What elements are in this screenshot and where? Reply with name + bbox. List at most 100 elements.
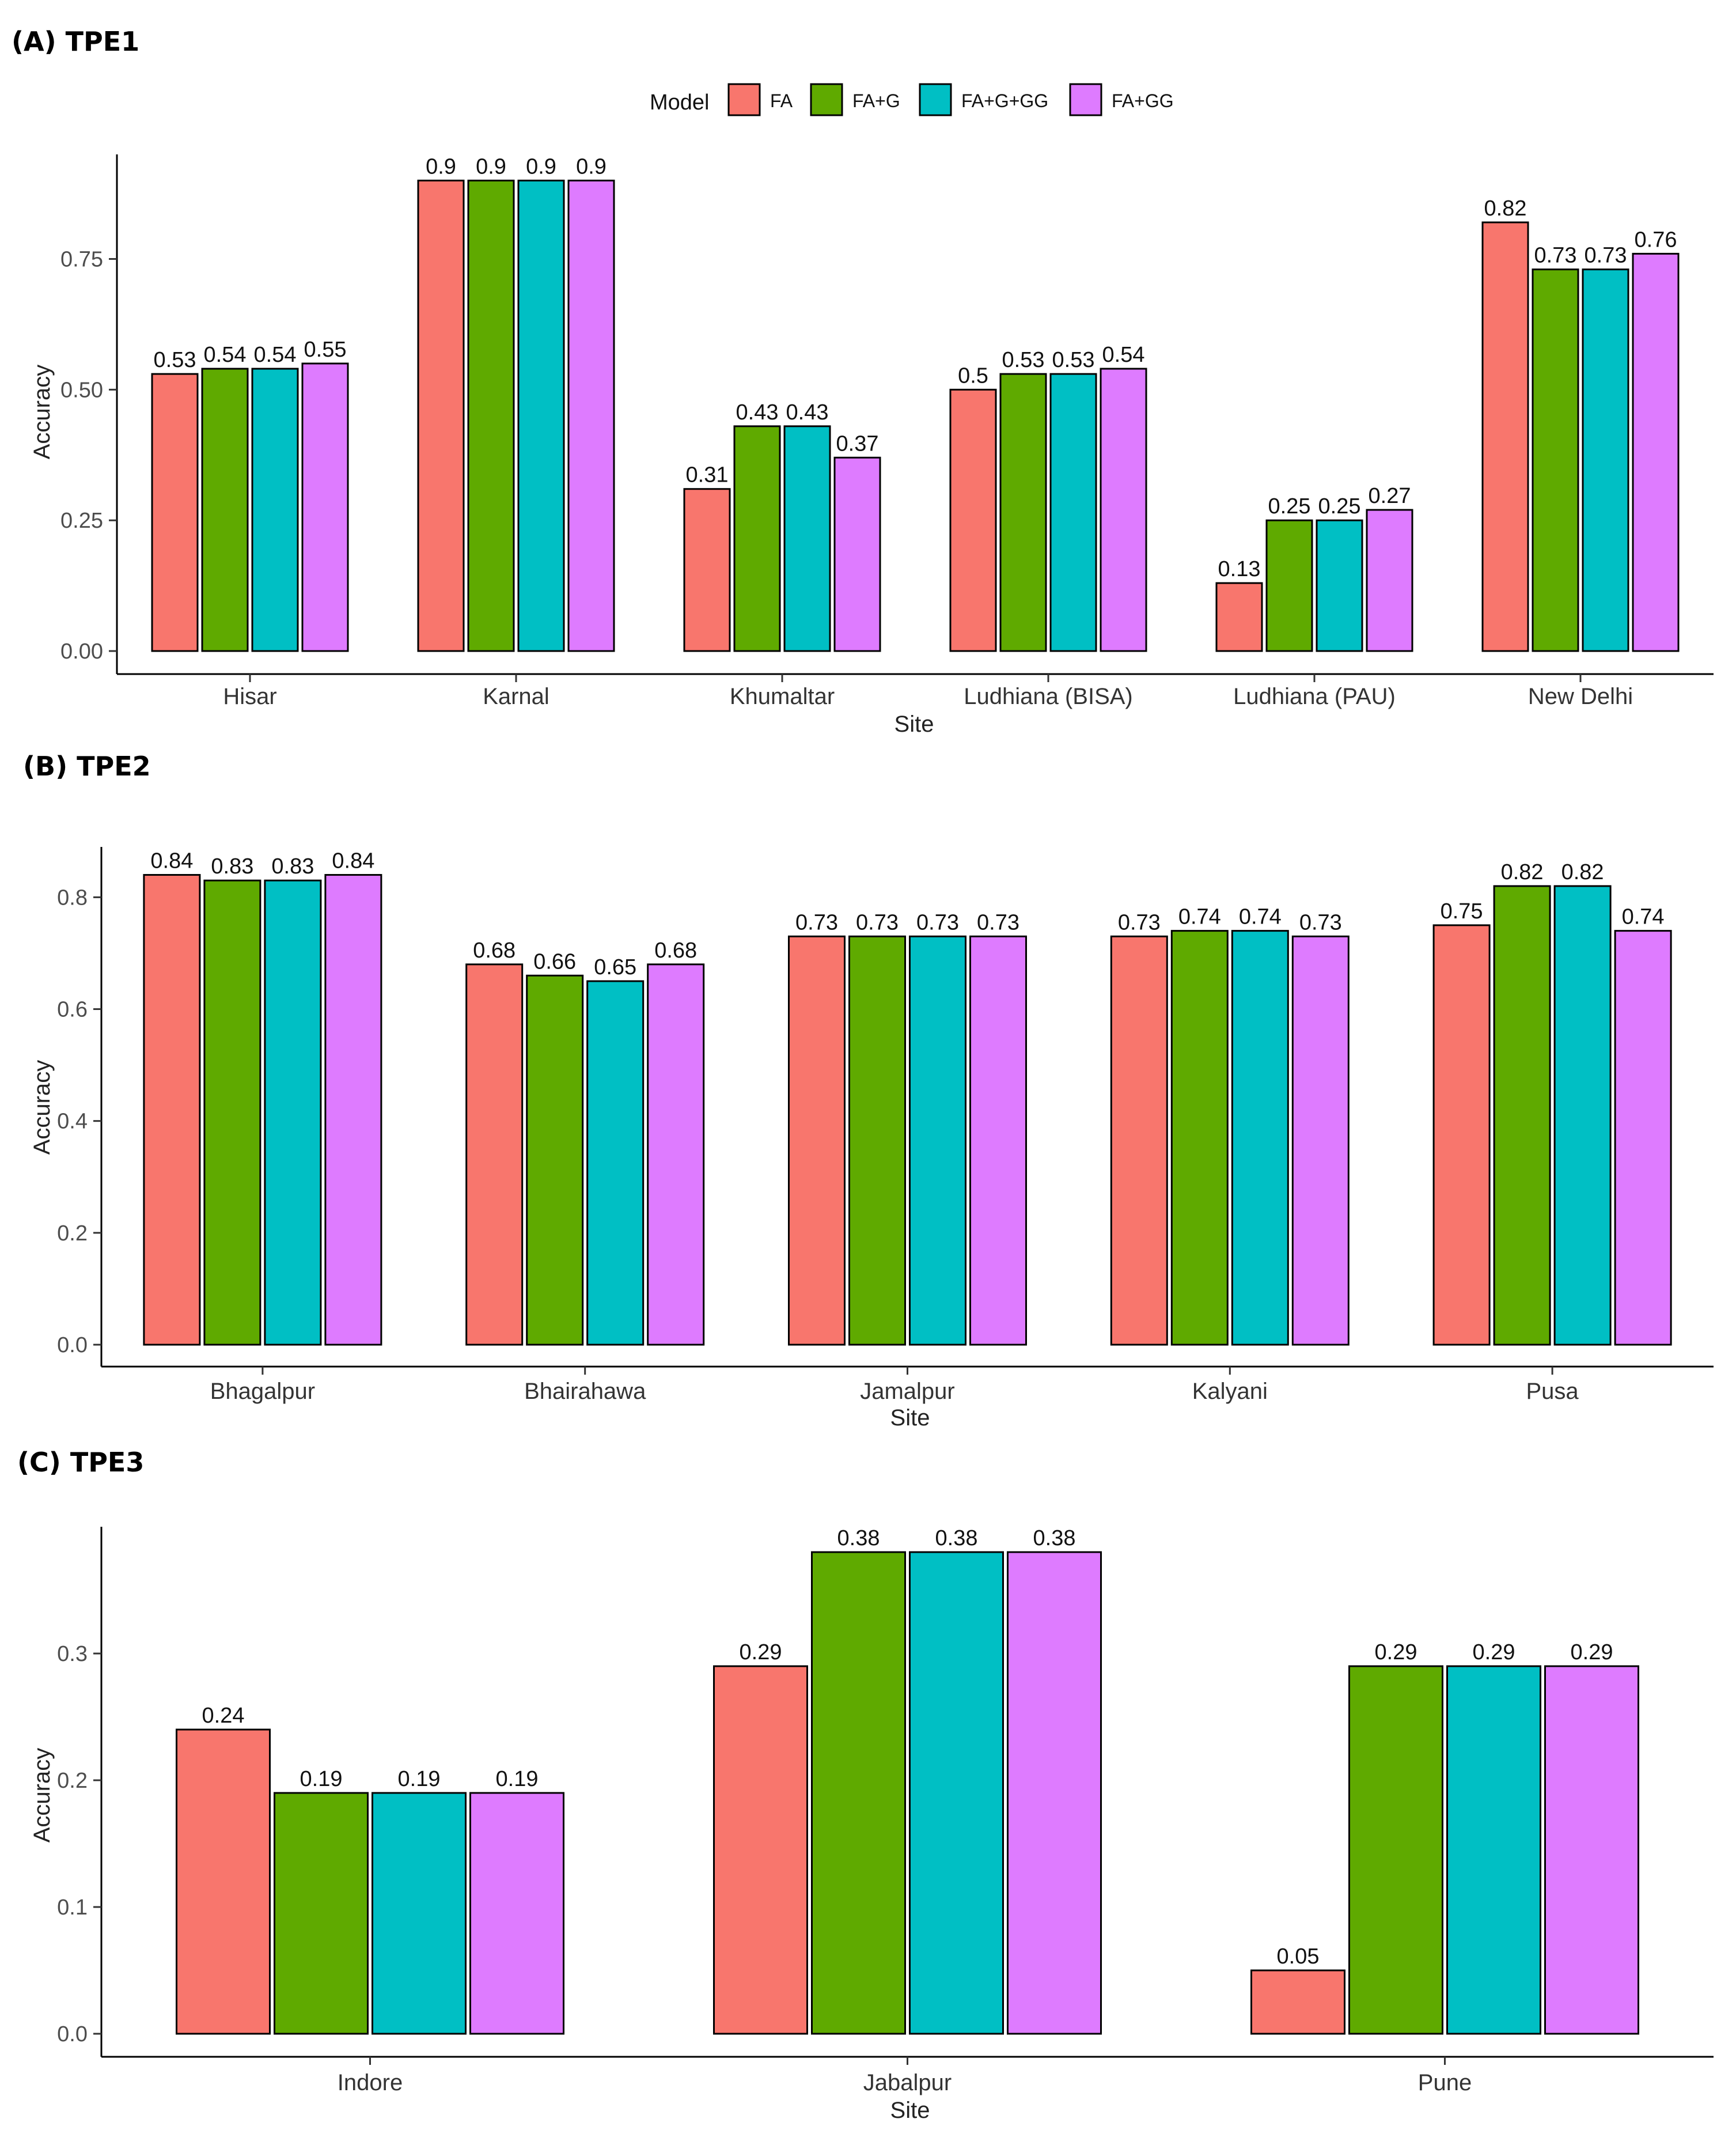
x-tick-label: Jabalpur xyxy=(863,2070,952,2095)
data-label: 0.9 xyxy=(526,154,556,179)
data-label: 0.19 xyxy=(300,1767,343,1791)
data-label: 0.74 xyxy=(1622,905,1665,929)
panel-b: (B) TPE2 0.0 0.2 0.4 0.6 0.8 Bhagalpur 0.84 0.8… xyxy=(23,751,1714,1431)
legend-swatch-fa-gg xyxy=(1069,83,1102,116)
data-label: 0.54 xyxy=(204,343,247,367)
panel-c-x-axis-title: Site xyxy=(890,2098,930,2123)
data-label: 0.53 xyxy=(1002,348,1045,372)
data-label: 0.53 xyxy=(1052,348,1095,372)
data-label: 0.29 xyxy=(1473,1640,1515,1664)
data-label: 0.38 xyxy=(1033,1526,1076,1550)
legend-swatch-fa-g-gg xyxy=(919,83,952,116)
legend-swatch-fa xyxy=(727,83,761,116)
x-tick-label: Karnal xyxy=(483,684,549,709)
legend-item-fa-gg: FA+GG xyxy=(1069,83,1174,116)
data-label: 0.84 xyxy=(150,849,193,873)
data-label: 0.82 xyxy=(1561,860,1604,884)
bar-fa-g-gg xyxy=(909,935,966,1346)
data-label: 0.53 xyxy=(154,348,196,372)
data-label: 0.68 xyxy=(473,939,516,963)
legend-label-fa: FA xyxy=(770,90,793,111)
legend: Model FA FA+G FA+G+GG FA+GG xyxy=(650,83,1174,116)
x-tick-label: New Delhi xyxy=(1528,684,1633,709)
data-label: 0.29 xyxy=(1375,1640,1417,1664)
y-tick-label: 0.00 xyxy=(60,640,103,664)
x-tick-label: Bhagalpur xyxy=(210,1379,315,1404)
data-label: 0.9 xyxy=(476,154,506,179)
bar-fa-g xyxy=(1348,1665,1443,2035)
bar-fa-g-gg xyxy=(1553,885,1612,1346)
data-label: 0.5 xyxy=(958,364,988,388)
data-label: 0.66 xyxy=(533,949,576,974)
bar-fa-gg xyxy=(469,1792,564,2035)
x-tick-label: Ludhiana (BISA) xyxy=(964,684,1133,709)
bar-fa-gg xyxy=(1007,1551,1102,2035)
panel-b-x-axis-title: Site xyxy=(890,1405,930,1431)
panel-a-y-axis-title: Accuracy xyxy=(29,365,55,460)
panel-a-x-axis-title: Site xyxy=(894,712,934,737)
bar-fa-g xyxy=(811,1551,906,2035)
data-label: 0.13 xyxy=(1218,557,1261,581)
bar-fa xyxy=(151,373,199,652)
bar-fa xyxy=(1250,1969,1345,2035)
bar-fa-gg xyxy=(1291,935,1350,1346)
panel-c-title: (C) TPE3 xyxy=(17,1447,144,1478)
y-tick-label: 0.0 xyxy=(57,2022,88,2046)
panel-c-plot: 0.0 0.1 0.2 0.3 Indore 0.24 0.19 0.19 0.19 Jabalp… xyxy=(57,1526,1714,2095)
data-label: 0.25 xyxy=(1318,494,1361,519)
bar-fa xyxy=(176,1728,271,2035)
data-label: 0.27 xyxy=(1369,484,1411,508)
legend-title: Model xyxy=(650,90,710,115)
bar-fa-gg xyxy=(1366,509,1413,652)
bar-fa xyxy=(143,874,201,1346)
data-label: 0.74 xyxy=(1178,905,1221,929)
y-tick-label: 0.0 xyxy=(57,1333,88,1357)
data-label: 0.55 xyxy=(304,338,347,362)
bar-fa-g-gg xyxy=(264,879,322,1346)
y-tick-label: 0.3 xyxy=(57,1642,88,1666)
bar-fa xyxy=(1110,935,1168,1346)
panel-c-y-axis-title: Accuracy xyxy=(29,1748,55,1843)
data-label: 0.38 xyxy=(935,1526,978,1550)
panel-b-y-axis-title: Accuracy xyxy=(29,1060,55,1155)
legend-item-fa-g: FA+G xyxy=(810,83,900,116)
bar-fa-g-gg xyxy=(1231,930,1289,1346)
data-label: 0.19 xyxy=(496,1767,539,1791)
bar-fa xyxy=(1432,924,1491,1346)
bar-fa-g xyxy=(203,879,261,1346)
data-label: 0.75 xyxy=(1441,899,1483,924)
bar-fa-gg xyxy=(301,362,349,652)
legend-label-fa-g: FA+G xyxy=(852,90,900,111)
data-label: 0.54 xyxy=(254,343,297,367)
data-label: 0.73 xyxy=(977,910,1019,934)
bar-fa-g xyxy=(526,974,584,1346)
bar-fa-gg xyxy=(969,935,1027,1346)
bar-fa-g xyxy=(201,368,249,652)
x-tick-label: Pusa xyxy=(1526,1379,1579,1404)
bar-fa xyxy=(1215,582,1263,652)
bar-fa-g xyxy=(467,179,515,652)
data-label: 0.73 xyxy=(1118,910,1161,934)
bar-fa-gg xyxy=(647,963,705,1346)
bar-fa-g-gg xyxy=(586,980,645,1346)
bar-fa xyxy=(949,388,997,652)
bar-fa-g xyxy=(733,425,781,652)
legend-label-fa-gg: FA+GG xyxy=(1112,90,1174,111)
bar-fa-g-gg xyxy=(1446,1665,1541,2035)
bar-fa-g-gg xyxy=(783,425,831,652)
data-label: 0.54 xyxy=(1102,343,1145,367)
bar-fa xyxy=(417,179,465,652)
data-label: 0.29 xyxy=(1571,1640,1613,1664)
data-label: 0.73 xyxy=(1585,244,1627,268)
data-label: 0.73 xyxy=(916,910,959,934)
legend-item-fa-g-gg: FA+G+GG xyxy=(919,83,1048,116)
bar-fa-gg xyxy=(833,456,881,652)
bar-fa xyxy=(465,963,524,1346)
y-tick-label: 0.2 xyxy=(57,1769,88,1793)
bar-fa-gg xyxy=(1614,930,1672,1346)
data-label: 0.74 xyxy=(1239,905,1282,929)
panel-a-title: (A) TPE1 xyxy=(12,26,139,57)
data-label: 0.25 xyxy=(1268,494,1311,519)
